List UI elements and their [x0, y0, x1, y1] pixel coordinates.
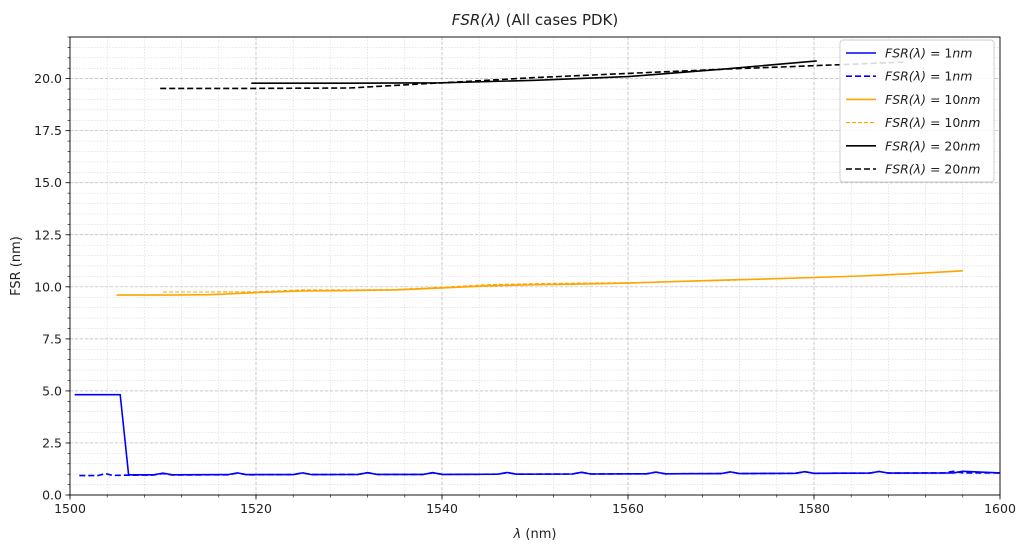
y-tick-label: 5.0 — [42, 383, 62, 398]
x-axis-label-symbol: λ — [513, 527, 522, 542]
x-tick-label: 1500 — [54, 501, 86, 516]
legend-label-part: FSR(λ) — [885, 115, 926, 130]
legend-label-part: = 10 — [926, 92, 960, 107]
y-tick-label: 12.5 — [34, 227, 62, 242]
legend-label-4: FSR(λ) = 10nm — [885, 115, 980, 130]
legend-label-3: FSR(λ) = 10nm — [885, 92, 980, 107]
legend-label-5: FSR(λ) = 20nm — [885, 138, 980, 153]
y-tick-label: 0.0 — [42, 488, 62, 503]
y-tick-label: 17.5 — [34, 123, 62, 138]
y-axis-label: FSR (nm) — [9, 236, 24, 296]
legend-label-6: FSR(λ) = 20nm — [885, 162, 980, 177]
y-tick-label: 20.0 — [34, 71, 62, 86]
series-line-4 — [163, 273, 908, 293]
title-paren-open: (λ) — [480, 11, 501, 29]
legend-label-1: FSR(λ) = 1nm — [885, 46, 972, 61]
chart-title: FSR(λ) (All cases PDK) — [452, 11, 619, 29]
title-italic: FSR — [452, 11, 481, 29]
legend-label-part: nm — [960, 162, 980, 177]
legend-label-part: FSR(λ) — [885, 69, 926, 84]
legend-label-part: nm — [960, 138, 980, 153]
legend-label-part: = 20 — [926, 138, 960, 153]
x-axis-label-unit: (nm) — [521, 527, 556, 542]
legend-label-part: nm — [952, 46, 972, 61]
legend-label-part: = 20 — [926, 162, 960, 177]
y-tick-label: 10.0 — [34, 279, 62, 294]
x-tick-label: 1520 — [240, 501, 272, 516]
legend-label-part: FSR(λ) — [885, 138, 926, 153]
legend-label-part: nm — [960, 92, 980, 107]
title-rest: (All cases PDK) — [501, 11, 618, 29]
legend-label-part: FSR(λ) — [885, 162, 926, 177]
x-tick-label: 1560 — [612, 501, 644, 516]
legend-label-part: = 10 — [926, 115, 960, 130]
legend-label-part: = 1 — [926, 69, 952, 84]
series-line-2 — [79, 470, 1000, 477]
legend-label-part: nm — [952, 69, 972, 84]
x-tick-label: 1540 — [426, 501, 458, 516]
y-axis: 0.0 2.5 5.0 7.5 10.0 12.5 15.0 17.5 20.0 — [34, 36, 70, 503]
legend-label-part: = 1 — [926, 46, 952, 61]
legend-label-part: FSR(λ) — [885, 46, 926, 61]
legend-label-part: FSR(λ) — [885, 92, 926, 107]
x-tick-label: 1580 — [798, 501, 830, 516]
x-axis: 1500 1520 1540 1560 1580 1600 — [54, 495, 1016, 516]
series-line-6 — [160, 61, 908, 90]
y-tick-label: 2.5 — [42, 435, 62, 450]
x-axis-label: λ (nm) — [513, 527, 557, 542]
legend-label-2: FSR(λ) = 1nm — [885, 69, 972, 84]
major-grid — [69, 37, 1001, 496]
legend-box — [839, 39, 995, 183]
y-tick-label: 15.0 — [34, 175, 62, 190]
x-tick-label: 1600 — [984, 501, 1016, 516]
legend-label-part: nm — [960, 115, 980, 130]
series-layer — [74, 60, 1001, 477]
y-tick-label: 7.5 — [42, 331, 62, 346]
